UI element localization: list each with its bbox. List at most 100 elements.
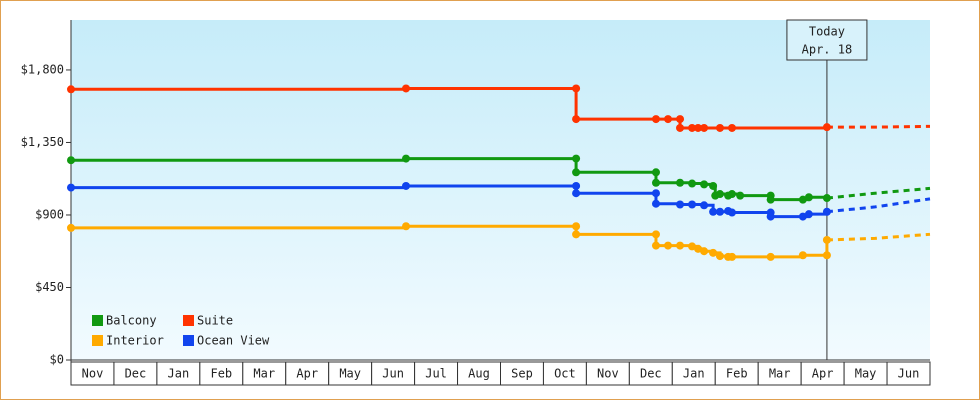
price-point	[822, 251, 831, 260]
price-point	[651, 168, 660, 177]
price-point	[402, 181, 411, 190]
x-tick-label: May	[339, 367, 361, 381]
legend-swatch	[92, 315, 103, 326]
x-tick-label: Jan	[683, 367, 705, 381]
price-point	[798, 195, 807, 204]
x-tick-label: Jun	[382, 367, 404, 381]
legend-swatch	[92, 335, 103, 346]
price-point	[676, 123, 685, 132]
price-point	[676, 241, 685, 250]
price-point	[67, 85, 75, 94]
price-point	[694, 123, 703, 132]
today-label: Today	[809, 25, 845, 39]
y-tick-label: $450	[35, 280, 64, 294]
forecast-line	[826, 232, 931, 242]
legend-swatch	[183, 315, 194, 326]
legend-swatch	[183, 335, 194, 346]
legend-label: Suite	[197, 314, 233, 328]
price-point	[715, 190, 724, 199]
legend-label: Ocean View	[197, 334, 270, 348]
price-point	[715, 123, 724, 132]
x-tick-label: Jul	[425, 367, 447, 381]
y-tick-label: $0	[50, 353, 64, 367]
price-point	[700, 201, 709, 210]
price-point	[572, 154, 581, 163]
price-point	[402, 222, 411, 231]
x-tick-label: Dec	[640, 367, 662, 381]
price-point	[402, 154, 411, 163]
price-point	[766, 195, 775, 204]
x-tick-box	[886, 361, 931, 386]
price-point	[572, 115, 581, 124]
price-point	[651, 115, 660, 124]
x-tick-label: Nov	[82, 367, 104, 381]
price-point	[676, 200, 685, 209]
price-point	[572, 84, 581, 93]
price-point	[798, 212, 807, 221]
forecast-line	[826, 186, 931, 200]
x-tick-label: Oct	[554, 367, 576, 381]
x-tick-label: Sep	[511, 367, 533, 381]
y-tick-label: $1,350	[21, 135, 64, 149]
x-tick-label: May	[855, 367, 877, 381]
price-point	[694, 244, 703, 253]
price-point	[822, 235, 831, 244]
forecast-line	[826, 124, 931, 129]
x-tick-label: Aug	[468, 367, 490, 381]
price-point	[798, 251, 807, 260]
x-tick-label: Mar	[769, 367, 791, 381]
price-point	[651, 199, 660, 208]
price-point	[67, 156, 75, 165]
price-point	[822, 123, 831, 132]
price-point	[709, 181, 718, 190]
price-point	[700, 180, 709, 189]
x-tick-label: Feb	[726, 367, 748, 381]
price-point	[664, 241, 673, 250]
price-point	[766, 212, 775, 221]
price-point	[715, 207, 724, 216]
price-point	[664, 115, 673, 124]
price-point	[572, 222, 581, 231]
price-point	[822, 194, 831, 203]
plot-area	[71, 20, 930, 360]
legend-label: Balcony	[106, 314, 157, 328]
price-point	[676, 178, 685, 187]
price-point	[572, 189, 581, 198]
price-point	[804, 193, 813, 202]
price-point	[651, 189, 660, 198]
price-point	[688, 242, 697, 251]
price-point	[728, 123, 737, 132]
price-point	[572, 168, 581, 177]
price-point	[688, 123, 697, 132]
price-point	[709, 207, 718, 216]
price-point	[804, 210, 813, 219]
price-point	[676, 115, 685, 124]
x-tick-label: Apr	[296, 367, 318, 381]
x-tick-label: Mar	[253, 367, 275, 381]
x-tick-label: Jun	[898, 367, 920, 381]
price-point	[67, 183, 75, 192]
price-point	[572, 181, 581, 190]
forecast-line	[826, 197, 931, 214]
x-tick-label: Nov	[597, 367, 619, 381]
price-point	[651, 230, 660, 239]
price-point	[67, 223, 75, 232]
x-tick-label: Jan	[168, 367, 190, 381]
y-tick-label: $900	[35, 207, 64, 221]
price-point	[572, 230, 581, 239]
price-point	[700, 123, 709, 132]
price-point	[736, 191, 745, 200]
price-point	[715, 252, 724, 261]
legend-label: Interior	[106, 334, 164, 348]
x-tick-label: Apr	[812, 367, 834, 381]
y-tick-label: $1,800	[21, 62, 64, 76]
price-point	[688, 200, 697, 209]
price-point	[700, 247, 709, 256]
x-tick-label: Dec	[125, 367, 147, 381]
price-point	[822, 207, 831, 216]
price-point	[728, 252, 737, 261]
today-label: Apr. 18	[802, 43, 853, 57]
today-box	[786, 19, 868, 61]
price-point	[688, 179, 697, 188]
